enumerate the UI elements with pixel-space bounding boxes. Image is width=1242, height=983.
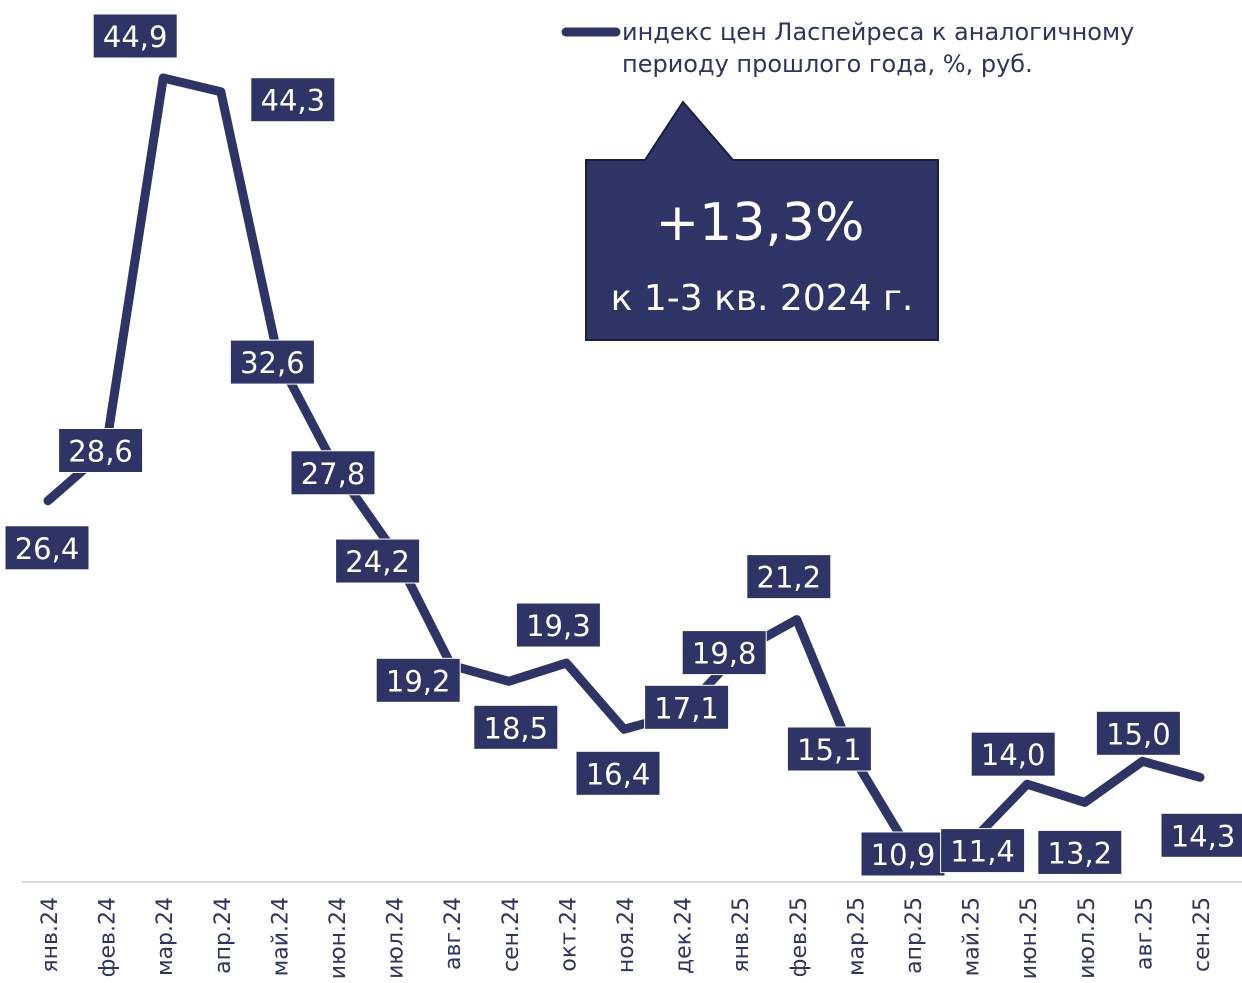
data-label: 21,2 (757, 561, 822, 595)
callout-box (585, 100, 939, 341)
callout-value: +13,3% (656, 193, 865, 253)
x-tick-label: июн.24 (326, 897, 351, 979)
x-tick-label: ноя.24 (614, 897, 639, 973)
data-label-box (746, 554, 832, 600)
data-label: 14,3 (1171, 819, 1236, 853)
data-label-box (335, 538, 421, 584)
x-tick-label: сен.24 (499, 897, 524, 972)
data-label: 28,6 (68, 435, 133, 469)
x-tick-label: мар.25 (844, 897, 869, 976)
x-tick-label: сен.25 (1190, 897, 1215, 972)
data-label-box (1037, 829, 1123, 875)
data-label: 26,4 (15, 532, 80, 566)
data-label-box (644, 684, 730, 730)
data-label-box (92, 13, 178, 59)
data-label: 10,9 (871, 838, 936, 872)
data-label-box (786, 726, 872, 772)
x-tick-label: фев.24 (96, 897, 121, 977)
callout-text: к 1-3 кв. 2024 г. (611, 278, 914, 319)
data-label-box (681, 630, 767, 676)
x-tick-label: июн.25 (1017, 897, 1042, 979)
data-label: 19,2 (386, 664, 451, 698)
x-tick-label: дек.24 (672, 897, 697, 974)
data-label: 44,3 (261, 84, 326, 118)
data-label-box (575, 750, 661, 796)
data-label: 15,1 (797, 733, 862, 767)
data-label: 17,1 (654, 691, 719, 725)
data-label-box (250, 77, 336, 123)
x-tick-label: янв.25 (729, 897, 754, 973)
data-label: 24,2 (345, 545, 410, 579)
data-label: 14,0 (981, 738, 1046, 772)
x-tick-label: окт.24 (556, 897, 581, 972)
data-label-box (473, 704, 559, 750)
data-label-box (4, 525, 90, 571)
data-label: 32,6 (240, 346, 305, 380)
series-line (43, 73, 1205, 860)
data-label-box (970, 731, 1056, 777)
x-tick-label: май.25 (960, 897, 985, 976)
data-label: 16,4 (586, 757, 651, 791)
data-label-box (940, 828, 1026, 874)
x-tick-label: май.24 (268, 897, 293, 976)
data-label-box (290, 450, 376, 496)
x-tick-label: апр.24 (211, 897, 236, 974)
data-label: 19,8 (692, 637, 757, 671)
data-label-box (515, 602, 601, 648)
x-tick-label: июл.24 (384, 897, 409, 979)
data-label: 19,3 (526, 609, 591, 643)
data-label-box (860, 831, 946, 877)
x-tick-label: апр.25 (902, 897, 927, 974)
data-label: 18,5 (484, 711, 549, 745)
data-label-box (229, 339, 315, 385)
data-label: 11,4 (950, 835, 1015, 869)
data-label: 27,8 (301, 457, 366, 491)
data-label-box (375, 657, 461, 703)
x-tick-label: мар.24 (153, 897, 178, 976)
x-tick-label: янв.24 (38, 897, 63, 973)
legend-label: индекс цен Ласпейреса к аналогичному пер… (622, 18, 1135, 78)
data-label: 15,0 (1106, 717, 1171, 751)
data-label-box (1095, 710, 1181, 756)
x-tick-label: фев.25 (787, 897, 812, 977)
data-label: 13,2 (1048, 836, 1113, 870)
x-tick-label: июл.25 (1075, 897, 1100, 979)
data-label: 44,9 (103, 20, 168, 54)
data-label-box (1160, 812, 1242, 858)
x-tick-label: авг.24 (441, 897, 466, 970)
x-tick-label: авг.25 (1132, 897, 1157, 970)
data-label-box (58, 428, 144, 474)
